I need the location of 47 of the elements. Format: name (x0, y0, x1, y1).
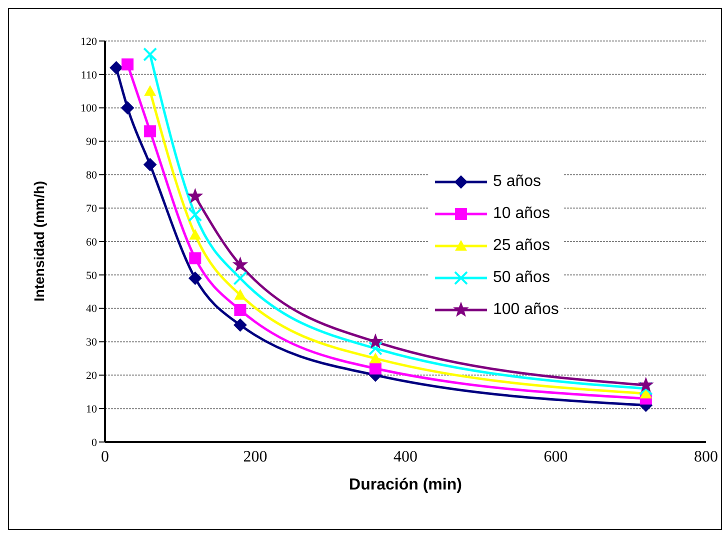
x-tick-label: 0 (101, 448, 109, 466)
point (144, 85, 156, 96)
point (368, 334, 383, 348)
legend-label: 25 años (493, 237, 550, 255)
point (368, 341, 382, 356)
x-tick-label: 400 (394, 448, 418, 466)
y-tick-label: 60 (86, 236, 98, 248)
point (189, 228, 202, 240)
point (121, 101, 134, 114)
x-tick-label: 800 (694, 448, 718, 466)
point (110, 61, 123, 74)
x-tick-label: 600 (544, 448, 568, 466)
point (232, 257, 248, 272)
point (122, 58, 134, 70)
point (234, 288, 246, 300)
point (233, 271, 248, 286)
y-tick-label: 110 (80, 69, 98, 82)
point (189, 252, 202, 264)
point (234, 318, 247, 332)
legend-label: 100 años (493, 301, 559, 319)
point (188, 208, 202, 222)
x-tick-label: 200 (243, 448, 268, 466)
point (234, 304, 246, 316)
point (188, 188, 202, 203)
legend-label: 10 años (493, 205, 550, 223)
point (143, 47, 158, 62)
point (638, 378, 654, 392)
y-tick-label: 120 (80, 36, 98, 48)
y-tick-label: 70 (86, 202, 98, 215)
point (188, 272, 202, 285)
y-tick-label: 50 (86, 270, 98, 282)
legend-label: 5 años (493, 173, 542, 191)
y-tick-label: 100 (80, 102, 98, 115)
y-tick-label: 90 (86, 136, 98, 148)
y-tick-label: 0 (92, 436, 98, 449)
point (369, 352, 382, 364)
point (144, 158, 157, 172)
y-tick-label: 40 (86, 303, 98, 316)
legend-label: 50 años (493, 269, 550, 287)
point (369, 362, 382, 374)
y-axis-title: Intensidad (mm/h) (30, 180, 47, 302)
y-tick-label: 10 (86, 403, 98, 416)
y-tick-label: 80 (86, 170, 98, 182)
point (144, 125, 156, 138)
y-tick-label: 30 (86, 336, 98, 349)
x-axis-title: Duración (min) (349, 476, 462, 494)
y-tick-label: 20 (86, 370, 98, 382)
